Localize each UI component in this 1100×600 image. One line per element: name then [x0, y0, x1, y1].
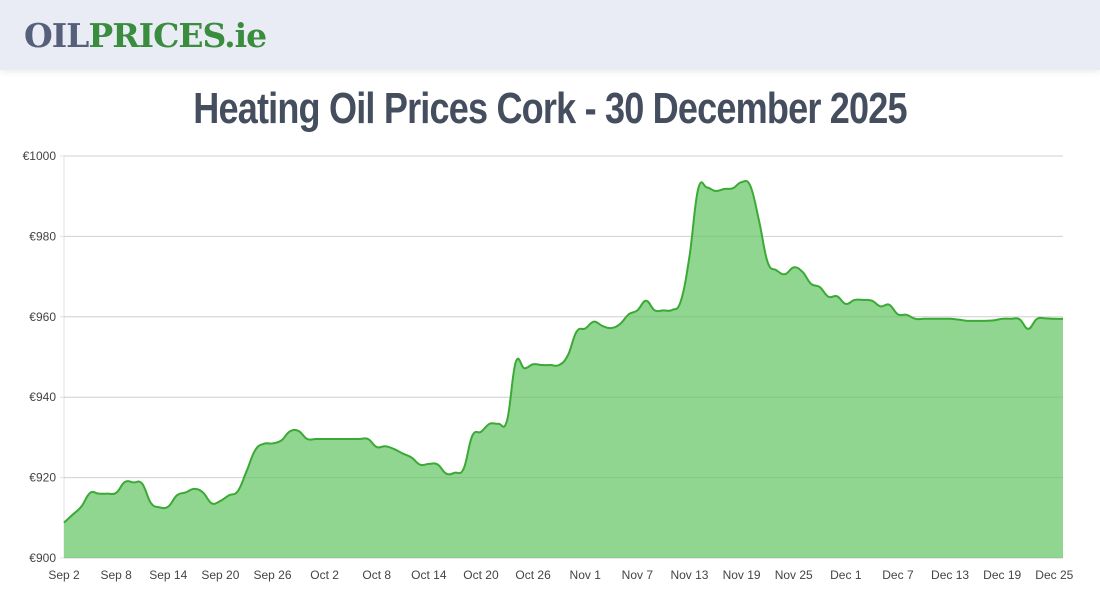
x-tick-label: Nov 13: [670, 568, 708, 582]
y-tick-label: €940: [29, 390, 56, 404]
x-tick-label: Oct 8: [362, 568, 391, 582]
y-axis-labels: €900 €920 €940 €960 €980 €1000: [23, 149, 57, 565]
x-tick-label: Nov 25: [775, 568, 813, 582]
logo-prices: PRICES.ie: [88, 16, 267, 55]
x-tick-label: Oct 26: [515, 568, 551, 582]
x-tick-label: Dec 7: [882, 568, 914, 582]
x-tick-label: Sep 20: [201, 568, 239, 582]
logo-oil: OIL: [24, 16, 89, 55]
x-tick-label: Sep 8: [100, 568, 132, 582]
y-tick-label: €920: [29, 471, 56, 485]
x-tick-label: Oct 20: [463, 568, 499, 582]
price-area-fill: [64, 180, 1063, 558]
x-tick-label: Sep 14: [149, 568, 187, 582]
x-tick-label: Dec 13: [931, 568, 969, 582]
y-tick-label: €1000: [23, 149, 57, 163]
page-title: Heating Oil Prices Cork - 30 December 20…: [193, 84, 907, 133]
x-tick-label: Dec 25: [1035, 568, 1073, 582]
x-tick-label: Nov 1: [570, 568, 602, 582]
x-tick-label: Oct 14: [411, 568, 447, 582]
x-tick-label: Nov 7: [622, 568, 654, 582]
x-tick-label: Dec 1: [830, 568, 862, 582]
x-tick-label: Oct 2: [310, 568, 339, 582]
x-tick-label: Sep 2: [48, 568, 80, 582]
x-axis-labels: Sep 2 Sep 8 Sep 14 Sep 20 Sep 26 Oct 2 Oct 8 Oc…: [48, 568, 1073, 582]
y-tick-label: €960: [29, 310, 56, 324]
site-header: OILPRICES.ie: [0, 0, 1100, 70]
price-line: [63, 179, 1064, 524]
x-tick-label: Sep 26: [253, 568, 291, 582]
x-tick-label: Dec 19: [983, 568, 1021, 582]
site-logo[interactable]: OILPRICES.ie: [24, 16, 267, 56]
y-tick-label: €980: [29, 229, 56, 243]
x-tick-label: Nov 19: [723, 568, 761, 582]
y-tick-label: €900: [29, 551, 56, 565]
